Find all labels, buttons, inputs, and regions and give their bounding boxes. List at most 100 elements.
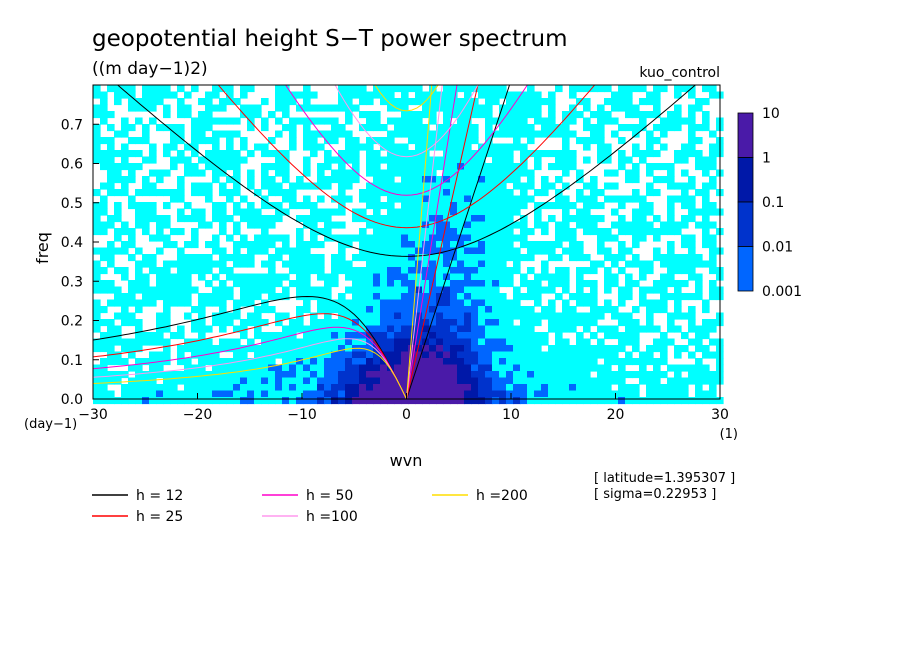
heat-cell xyxy=(527,176,535,184)
heat-cell xyxy=(170,156,178,164)
heat-cell xyxy=(450,293,458,301)
heat-cell xyxy=(310,208,318,216)
heat-cell xyxy=(324,325,332,333)
heat-cell xyxy=(709,241,717,249)
heat-cell xyxy=(219,98,227,106)
heat-cell xyxy=(205,384,213,392)
heat-cell xyxy=(212,390,220,398)
heat-cell xyxy=(184,215,192,223)
heat-cell xyxy=(219,150,227,158)
heat-cell xyxy=(317,176,325,184)
heat-cell xyxy=(100,280,108,288)
heat-cell xyxy=(114,163,122,171)
heat-cell xyxy=(541,202,549,210)
heat-cell xyxy=(338,150,346,158)
heat-cell xyxy=(492,98,500,106)
heat-cell xyxy=(513,325,521,333)
heat-cell xyxy=(660,293,668,301)
heat-cell xyxy=(562,384,570,392)
heat-cell xyxy=(275,117,283,125)
heat-cell xyxy=(142,98,150,106)
heat-cell xyxy=(422,163,430,171)
heat-cell xyxy=(660,124,668,132)
heat-cell xyxy=(282,98,290,106)
heat-cell xyxy=(380,169,388,177)
heat-cell xyxy=(352,234,360,242)
heat-cell xyxy=(534,163,542,171)
heat-cell xyxy=(156,384,164,392)
heat-cell xyxy=(373,293,381,301)
heat-cell xyxy=(338,156,346,164)
heat-cell xyxy=(702,325,710,333)
heat-cell xyxy=(380,332,388,340)
heat-cell xyxy=(275,130,283,138)
heat-cell xyxy=(443,124,451,132)
heat-cell xyxy=(366,117,374,125)
heat-cell xyxy=(240,351,248,359)
heat-cell xyxy=(135,371,143,379)
heat-cell xyxy=(345,299,353,307)
heat-cell xyxy=(541,221,549,229)
heat-cell xyxy=(191,325,199,333)
heat-cell xyxy=(457,371,465,379)
heat-cell xyxy=(226,390,234,398)
heat-cell xyxy=(688,215,696,223)
heat-cell xyxy=(422,286,430,294)
heat-cell xyxy=(499,117,507,125)
heat-cell xyxy=(324,293,332,301)
heat-cell xyxy=(373,117,381,125)
heat-cell xyxy=(527,241,535,249)
heat-cell xyxy=(688,137,696,145)
heat-cell xyxy=(394,241,402,249)
heat-cell xyxy=(93,267,101,275)
heat-cell xyxy=(156,98,164,106)
heat-cell xyxy=(163,319,171,327)
heat-cell xyxy=(268,241,276,249)
chart-subtitle: ((m day−1)2) xyxy=(92,59,208,79)
heat-cell xyxy=(121,228,129,236)
heat-cell xyxy=(667,215,675,223)
heat-cell xyxy=(604,299,612,307)
heat-cell xyxy=(457,189,465,197)
heat-cell xyxy=(268,254,276,262)
heat-cell xyxy=(408,98,416,106)
heat-cell xyxy=(492,202,500,210)
heat-cell xyxy=(373,286,381,294)
heat-cell xyxy=(688,306,696,314)
heat-cell xyxy=(520,351,528,359)
heat-cell xyxy=(576,280,584,288)
heat-cell xyxy=(198,189,206,197)
heat-cell xyxy=(359,195,367,203)
heat-cell xyxy=(135,260,143,268)
heat-cell xyxy=(387,299,395,307)
heat-cell xyxy=(408,195,416,203)
heat-cell xyxy=(471,98,479,106)
heat-cell xyxy=(457,351,465,359)
heat-cell xyxy=(310,215,318,223)
heat-cell xyxy=(149,286,157,294)
heat-cell xyxy=(338,384,346,392)
heat-cell xyxy=(401,377,409,385)
heat-cell xyxy=(387,371,395,379)
heat-cell xyxy=(128,364,136,372)
heat-cell xyxy=(429,338,437,346)
heat-cell xyxy=(268,273,276,281)
heat-cell xyxy=(548,202,556,210)
heat-cell xyxy=(457,150,465,158)
heat-cell xyxy=(261,163,269,171)
heat-cell xyxy=(415,345,423,353)
heat-cell xyxy=(366,182,374,190)
heat-cell xyxy=(422,182,430,190)
heat-cell xyxy=(359,312,367,320)
heat-cell xyxy=(562,306,570,314)
heat-cell xyxy=(429,371,437,379)
heat-cell xyxy=(261,286,269,294)
heat-cell xyxy=(149,189,157,197)
heat-cell xyxy=(443,195,451,203)
heat-cell xyxy=(366,169,374,177)
heat-cell xyxy=(408,254,416,262)
heat-cell xyxy=(275,189,283,197)
heat-cell xyxy=(408,260,416,268)
heat-cell xyxy=(590,221,598,229)
heat-cell xyxy=(212,156,220,164)
